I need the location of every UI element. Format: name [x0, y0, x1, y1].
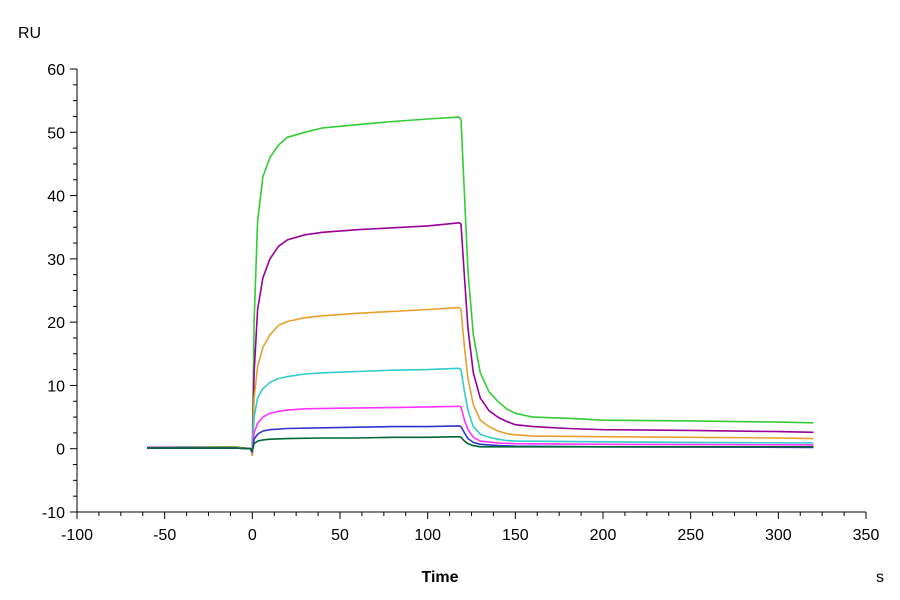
- x-tick-label: 200: [590, 527, 617, 544]
- x-tick-label: 50: [331, 527, 349, 544]
- series-line-4: [147, 367, 814, 453]
- y-tick-label: 40: [47, 189, 65, 206]
- series-line-7: [147, 435, 814, 452]
- x-axis-title: Time: [421, 569, 458, 586]
- y-tick-label: 50: [47, 125, 65, 142]
- y-tick-label: 20: [47, 315, 65, 332]
- x-tick-label: 350: [853, 527, 880, 544]
- y-tick-label: -10: [42, 505, 65, 522]
- y-tick-label: 60: [47, 62, 65, 79]
- x-tick-label: 0: [248, 527, 257, 544]
- x-tick-label: 100: [414, 527, 441, 544]
- series-layer: [147, 116, 814, 456]
- x-tick-label: 150: [502, 527, 529, 544]
- y-tick-label: 10: [47, 378, 65, 395]
- x-tick-label: -50: [153, 527, 176, 544]
- series-line-5: [147, 405, 814, 453]
- series-line-3: [147, 306, 814, 456]
- y-tick-label: 0: [56, 442, 65, 459]
- x-tick-label: 250: [677, 527, 704, 544]
- y-tick-label: 30: [47, 252, 65, 269]
- x-tick-label: -100: [61, 527, 93, 544]
- series-line-1: [147, 116, 814, 456]
- y-axis-unit: RU: [18, 25, 41, 42]
- series-line-2: [147, 222, 814, 456]
- x-axis-unit: s: [876, 569, 884, 586]
- x-tick-label: 300: [765, 527, 792, 544]
